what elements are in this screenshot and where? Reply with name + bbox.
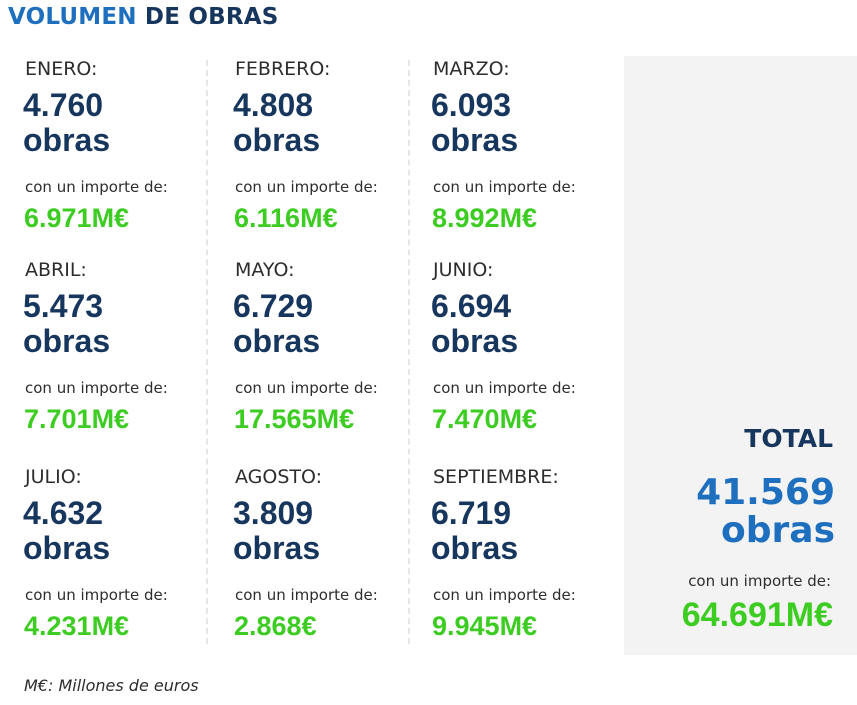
count-value: 5.473 (23, 288, 104, 324)
count-unit: obras (233, 122, 321, 158)
total-count-value: 41.569 (696, 472, 835, 513)
import-label: con un importe de: (433, 379, 576, 397)
page-title: VOLUMEN DE OBRAS (8, 4, 279, 30)
total-panel: TOTAL 41.569 obras con un importe de: 64.… (624, 56, 857, 655)
import-label: con un importe de: (25, 379, 168, 397)
month-name: SEPTIEMBRE: (433, 466, 559, 488)
count-unit: obras (431, 530, 519, 566)
month-count: 6.729 obras (233, 289, 320, 359)
total-import-label: con un importe de: (688, 572, 831, 590)
month-count: 6.694 obras (431, 289, 518, 359)
count-unit: obras (233, 530, 321, 566)
month-name: JUNIO: (433, 259, 494, 281)
import-label: con un importe de: (235, 178, 378, 196)
count-unit: obras (233, 323, 321, 359)
month-amount: 6.116M€ (234, 203, 338, 233)
import-label: con un importe de: (433, 586, 576, 604)
footnote: M€: Millones de euros (24, 676, 199, 695)
import-label: con un importe de: (25, 178, 168, 196)
import-label: con un importe de: (433, 178, 576, 196)
month-amount: 9.945M€ (432, 611, 538, 641)
month-count: 6.093 obras (431, 88, 518, 158)
column-divider (206, 60, 208, 644)
count-value: 3.809 (233, 495, 314, 531)
month-name: MAYO: (235, 259, 295, 281)
count-value: 6.719 (431, 495, 512, 531)
count-unit: obras (431, 323, 519, 359)
month-name: MARZO: (433, 58, 510, 80)
total-count: 41.569 obras (696, 474, 835, 550)
import-label: con un importe de: (235, 379, 378, 397)
count-value: 4.632 (23, 495, 104, 531)
month-amount: 17.565M€ (234, 404, 355, 434)
count-unit: obras (431, 122, 519, 158)
total-amount: 64.691M€ (681, 596, 833, 634)
total-label: TOTAL (744, 424, 833, 453)
title-de-obras: DE OBRAS (136, 4, 279, 30)
count-unit: obras (23, 530, 111, 566)
month-count: 4.760 obras (23, 88, 110, 158)
count-value: 6.694 (431, 288, 512, 324)
import-label: con un importe de: (235, 586, 378, 604)
import-label: con un importe de: (25, 586, 168, 604)
month-name: AGOSTO: (235, 466, 323, 488)
month-amount: 2.868€ (234, 611, 317, 641)
count-value: 6.729 (233, 288, 314, 324)
month-amount: 7.470M€ (432, 404, 538, 434)
column-divider (408, 60, 410, 644)
month-name: JULIO: (25, 466, 82, 488)
month-count: 6.719 obras (431, 496, 518, 566)
month-count: 3.809 obras (233, 496, 320, 566)
month-name: FEBRERO: (235, 58, 331, 80)
month-count: 4.632 obras (23, 496, 110, 566)
total-count-unit: obras (721, 510, 835, 551)
count-value: 6.093 (431, 87, 512, 123)
count-value: 4.760 (23, 87, 104, 123)
count-unit: obras (23, 122, 111, 158)
month-amount: 8.992M€ (432, 203, 538, 233)
count-unit: obras (23, 323, 111, 359)
title-volumen: VOLUMEN (8, 4, 137, 30)
count-value: 4.808 (233, 87, 314, 123)
month-amount: 7.701M€ (24, 404, 130, 434)
month-count: 5.473 obras (23, 289, 110, 359)
month-amount: 4.231M€ (24, 611, 130, 641)
month-name: ABRIL: (25, 259, 87, 281)
month-name: ENERO: (25, 58, 98, 80)
month-amount: 6.971M€ (24, 203, 130, 233)
month-count: 4.808 obras (233, 88, 320, 158)
